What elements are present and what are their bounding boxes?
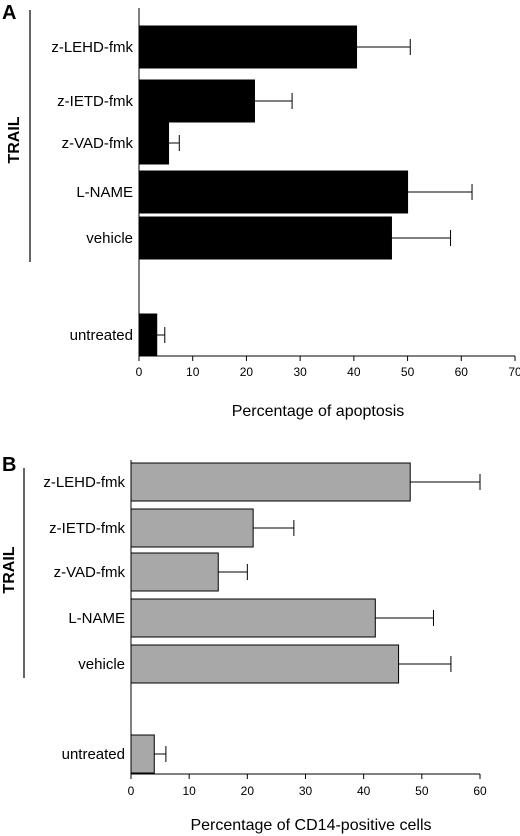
x-tick-label: 60 [455,365,469,379]
x-tick-label: 30 [293,365,307,379]
x-tick-label: 0 [128,784,135,798]
group-label: TRAIL [1,546,18,593]
bar-vehicle [138,216,392,260]
category-label: z-IETD-fmk [57,93,133,110]
bar-l-name [138,170,409,214]
category-label: vehicle [86,230,133,247]
bar-untreated [138,313,158,357]
x-tick-label: 20 [241,784,255,798]
category-label: L-NAME [68,610,125,627]
category-label: z-VAD-fmk [62,135,134,152]
x-axis-title: Percentage of apoptosis [232,403,405,420]
category-label: z-LEHD-fmk [51,39,133,56]
bar-z-vad-fmk [138,121,170,165]
group-label: TRAIL [6,116,23,163]
category-label: z-LEHD-fmk [43,474,125,491]
x-tick-label: 20 [240,365,254,379]
bar-z-lehd-fmk [130,462,411,502]
bar-z-ietd-fmk [130,508,254,548]
x-tick-label: 10 [182,784,196,798]
x-tick-label: 40 [357,784,371,798]
panel-label-a: A [2,2,16,24]
x-tick-label: 60 [473,784,487,798]
bar-vehicle [130,644,400,684]
bar-z-ietd-fmk [138,79,255,123]
bar-l-name [130,598,376,638]
x-tick-label: 50 [415,784,429,798]
x-tick-label: 30 [299,784,313,798]
x-tick-label: 40 [347,365,361,379]
x-tick-label: 70 [508,365,520,379]
category-label: L-NAME [76,184,133,201]
panel-label-b: B [2,454,16,476]
bar-untreated [130,734,155,774]
chart-panel-b: 0 10 20 30 40 50 60 Percentage of CD14-positive… [1,460,487,834]
bar-z-vad-fmk [130,552,219,592]
chart-panel-a: 0 10 20 30 40 50 60 70 Percentage of apoptosis TR… [6,8,520,420]
category-label: untreated [62,746,125,763]
x-tick-label: 10 [186,365,200,379]
category-label: z-IETD-fmk [49,520,125,537]
category-label: z-VAD-fmk [54,564,126,581]
x-tick-label: 50 [401,365,415,379]
category-label: vehicle [78,656,125,673]
x-tick-label: 0 [136,365,143,379]
bar-z-lehd-fmk [138,25,358,69]
x-axis-title: Percentage of CD14-positive cells [190,817,431,834]
category-label: untreated [70,327,133,344]
